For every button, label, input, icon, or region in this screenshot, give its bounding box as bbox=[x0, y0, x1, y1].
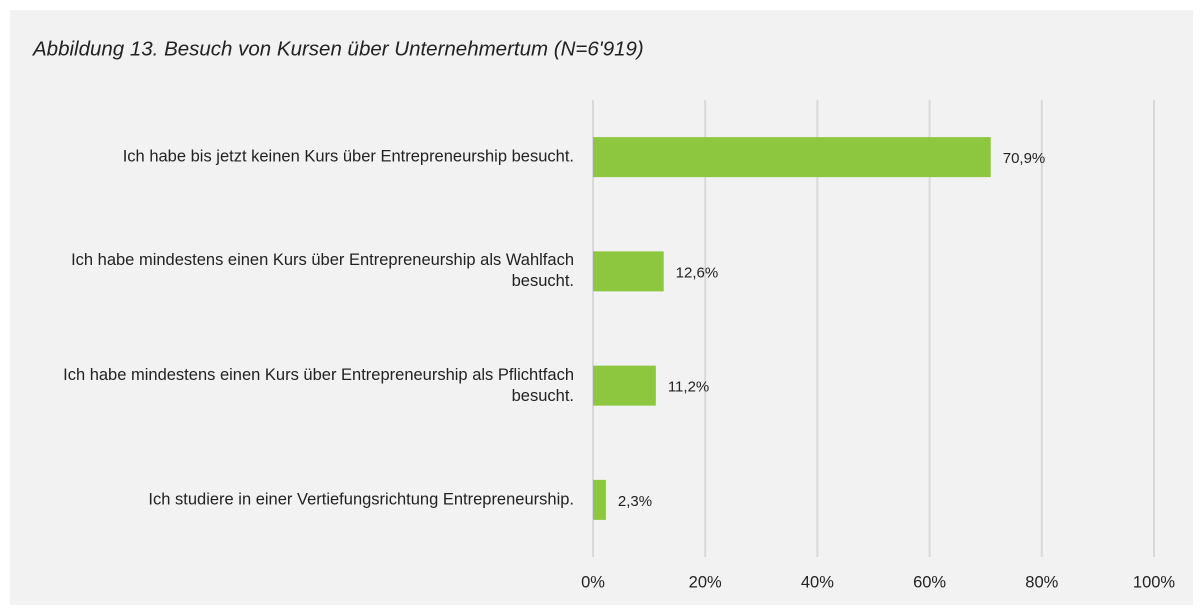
x-tick-label: 80% bbox=[1025, 573, 1058, 591]
x-tick-label: 100% bbox=[1133, 573, 1176, 591]
x-tick-label: 20% bbox=[689, 573, 722, 591]
chart-title: Abbildung 13. Besuch von Kursen über Unt… bbox=[31, 37, 644, 60]
bar bbox=[593, 365, 656, 406]
value-label: 2,3% bbox=[618, 493, 652, 510]
bar bbox=[593, 479, 606, 520]
y-tick-label: Ich habe bis jetzt keinen Kurs über Entr… bbox=[122, 147, 574, 166]
value-label: 12,6% bbox=[676, 264, 719, 281]
y-tick-label: Ich habe mindestens einen Kurs über Entr… bbox=[63, 365, 574, 405]
x-tick-label: 0% bbox=[581, 573, 605, 591]
x-tick-label: 40% bbox=[801, 573, 834, 591]
bar bbox=[593, 137, 991, 178]
y-tick-label: Ich habe mindestens einen Kurs über Entr… bbox=[71, 251, 574, 291]
y-tick-label: Ich studiere in einer Vertiefungsrichtun… bbox=[148, 490, 574, 509]
x-tick-label: 60% bbox=[913, 573, 946, 591]
value-label: 11,2% bbox=[668, 379, 709, 396]
bar bbox=[593, 251, 664, 292]
value-label: 70,9% bbox=[1003, 150, 1046, 167]
